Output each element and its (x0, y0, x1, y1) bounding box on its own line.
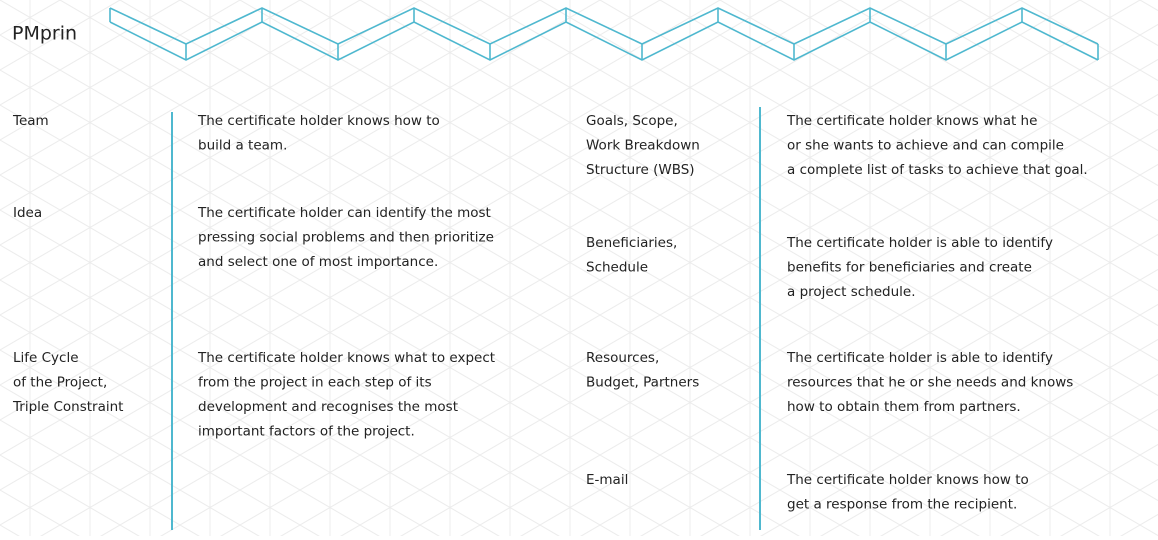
description: and select one of most importance. (198, 254, 438, 270)
description: The certificate holder knows how to (197, 113, 440, 129)
term: Triple Constraint (12, 399, 123, 415)
ribbon-line (109, 7, 1099, 45)
description: a complete list of tasks to achieve that… (787, 162, 1088, 178)
description: The certificate holder can identify the … (197, 205, 491, 221)
description: resources that he or she needs and knows (787, 375, 1073, 391)
zigzag-ribbon (109, 7, 1099, 61)
description: benefits for beneficiaries and create (787, 260, 1032, 276)
term: Idea (13, 205, 42, 221)
term: Beneficiaries, (586, 235, 677, 251)
term: Life Cycle (13, 350, 79, 366)
description: important factors of the project. (198, 424, 415, 440)
description: build a team. (198, 138, 287, 154)
description: development and recognises the most (198, 399, 458, 415)
description: a project schedule. (787, 284, 916, 300)
term: Structure (WBS) (586, 162, 695, 178)
title: PMprin (12, 23, 77, 45)
description: how to obtain them from partners. (787, 399, 1021, 415)
description: The certificate holder knows how to (786, 472, 1029, 488)
description: The certificate holder is able to identi… (786, 350, 1053, 366)
term: Goals, Scope, (586, 113, 678, 129)
term: Schedule (586, 260, 648, 276)
description: get a response from the recipient. (787, 497, 1017, 513)
description: from the project in each step of its (198, 375, 432, 391)
term: Work Breakdown (586, 138, 700, 154)
description: The certificate holder is able to identi… (786, 235, 1053, 251)
description: The certificate holder knows what he (786, 113, 1037, 129)
term: Team (12, 113, 49, 129)
description: pressing social problems and then priori… (198, 230, 494, 246)
ribbon-line (109, 21, 1099, 61)
term: of the Project, (13, 375, 107, 391)
description: The certificate holder knows what to exp… (197, 350, 495, 366)
term: Budget, Partners (586, 375, 699, 391)
term: Resources, (586, 350, 659, 366)
term: E-mail (586, 472, 628, 488)
description: or she wants to achieve and can compile (787, 138, 1064, 154)
